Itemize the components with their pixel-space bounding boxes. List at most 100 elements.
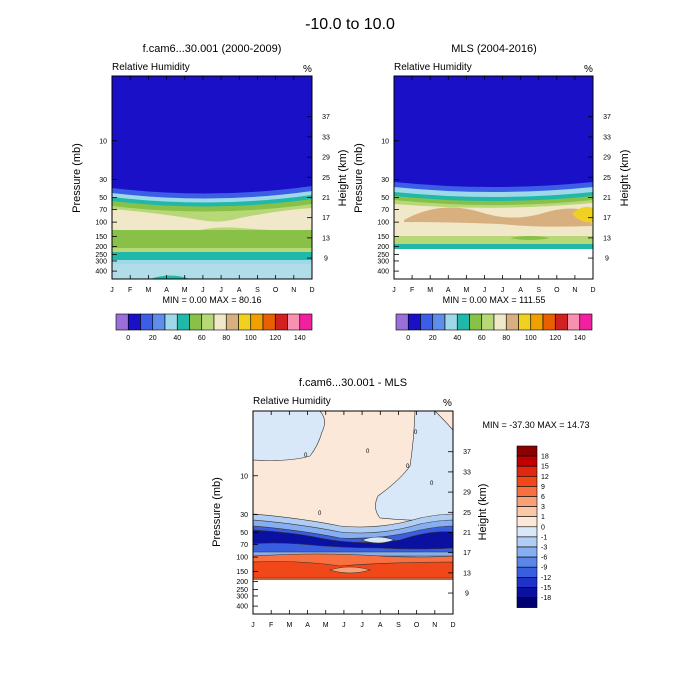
month-label: J <box>201 287 205 294</box>
contour-label: 0 <box>406 464 410 470</box>
colorbar-swatch <box>395 313 409 331</box>
colorbar-swatch <box>516 597 538 608</box>
colorbar-swatch <box>469 313 483 331</box>
colorbar-swatch <box>115 313 129 331</box>
panel-model-title: f.cam6...30.001 (2000-2009) <box>143 43 282 55</box>
colorbar-swatch <box>432 313 446 331</box>
month-label: S <box>536 287 541 294</box>
panel-model-y2label: Height (km) <box>337 150 349 207</box>
colorbar-label: -1 <box>541 534 547 541</box>
colorbar-swatch <box>516 506 538 518</box>
month-label: O <box>273 287 279 294</box>
field-band-teal-low2 <box>112 260 312 264</box>
colorbar-swatch <box>456 313 470 331</box>
colorbar-swatch <box>407 313 421 331</box>
height-label: 33 <box>463 469 471 476</box>
panel-obs-title: MLS (2004-2016) <box>451 43 537 55</box>
colorbar-swatch <box>274 313 288 331</box>
field-band-cream <box>112 208 312 232</box>
panel-diff-stats: MIN = -37.30 MAX = 14.73 <box>482 420 589 430</box>
panel-obs-units: % <box>584 64 593 75</box>
height-label: 21 <box>463 530 471 537</box>
month-label: D <box>590 287 595 294</box>
pressure-label: 100 <box>95 220 107 227</box>
contour-label: 0 <box>318 511 322 517</box>
colorbar-swatch <box>420 313 434 331</box>
field-band-lightgreen-low <box>394 236 593 244</box>
field-red-core <box>328 566 372 574</box>
colorbar-label: 3 <box>541 504 545 511</box>
colorbar-swatch <box>444 313 458 331</box>
month-label: N <box>432 622 437 629</box>
pressure-label: 70 <box>99 207 107 214</box>
month-label: S <box>255 287 260 294</box>
pressure-label: 50 <box>381 195 389 202</box>
month-label: O <box>414 622 420 629</box>
colorbar-swatch <box>225 313 239 331</box>
month-label: N <box>291 287 296 294</box>
colorbar-swatch <box>516 455 538 467</box>
colorbar-swatch <box>542 313 556 331</box>
month-label: F <box>128 287 132 294</box>
height-label: 25 <box>463 510 471 517</box>
month-label: M <box>145 287 151 294</box>
month-label: M <box>323 622 329 629</box>
colorbar-swatch <box>516 536 538 548</box>
colorbar-swatch <box>287 313 301 331</box>
field-band-tan <box>404 207 592 227</box>
colorbar-label: -15 <box>541 585 551 592</box>
field-negative-top-right <box>375 411 453 521</box>
colorbar-swatch <box>516 526 538 538</box>
panel-diff-ylabel: Pressure (mb) <box>211 477 223 547</box>
colorbar-swatch <box>567 313 581 331</box>
panel-diff-left-label: Relative Humidity <box>253 396 331 407</box>
height-label: 33 <box>322 134 330 141</box>
panel-model-ylabel: Pressure (mb) <box>71 143 83 213</box>
colorbar-label: 100 <box>245 335 257 342</box>
pressure-label: 30 <box>381 177 389 184</box>
colorbar-swatch <box>493 313 507 331</box>
pressure-label: 400 <box>95 269 107 276</box>
colorbar-swatch <box>262 313 276 331</box>
height-label: 13 <box>322 235 330 242</box>
field-band-yellow <box>572 206 593 223</box>
pressure-label: 300 <box>236 593 248 600</box>
height-label: 37 <box>322 114 330 121</box>
pressure-label: 400 <box>236 604 248 611</box>
field-band-green-low <box>112 230 312 248</box>
colorbar-label: -3 <box>541 545 547 552</box>
colorbar-swatch <box>516 516 538 528</box>
panel-model-stats: MIN = 0.00 MAX = 80.16 <box>162 295 261 305</box>
colorbar-swatch <box>238 313 252 331</box>
height-label: 25 <box>322 175 330 182</box>
pressure-label: 250 <box>236 587 248 594</box>
colorbar-label: 0 <box>126 335 130 342</box>
field-band-teal-low <box>112 252 312 260</box>
panel-obs-left-label: Relative Humidity <box>394 62 472 73</box>
panel-diff: f.cam6...30.001 - MLS Relative Humidity … <box>211 377 590 629</box>
panel-model: f.cam6...30.001 (2000-2009) Relative Hum… <box>71 43 349 342</box>
height-label: 29 <box>603 155 611 162</box>
colorbar-label: -12 <box>541 575 551 582</box>
colorbar-label: 18 <box>541 454 549 461</box>
month-label: M <box>463 287 469 294</box>
colorbar-swatch <box>189 313 203 331</box>
month-label: F <box>410 287 414 294</box>
colorbar-swatch <box>213 313 227 331</box>
panel-obs-colorbar: 0 20 40 60 80 100 120 140 <box>395 313 593 342</box>
colorbar-swatch <box>127 313 141 331</box>
height-label: 37 <box>603 114 611 121</box>
month-label: J <box>501 287 505 294</box>
colorbar-swatch <box>518 313 532 331</box>
colorbar-swatch <box>201 313 215 331</box>
month-label: J <box>110 287 114 294</box>
month-label: A <box>446 287 451 294</box>
pressure-label: 250 <box>377 252 389 259</box>
colorbar-label: 9 <box>541 484 545 491</box>
height-label: 25 <box>603 175 611 182</box>
height-label: 21 <box>603 195 611 202</box>
field-band-teal-low <box>394 244 593 249</box>
height-label: 17 <box>322 215 330 222</box>
